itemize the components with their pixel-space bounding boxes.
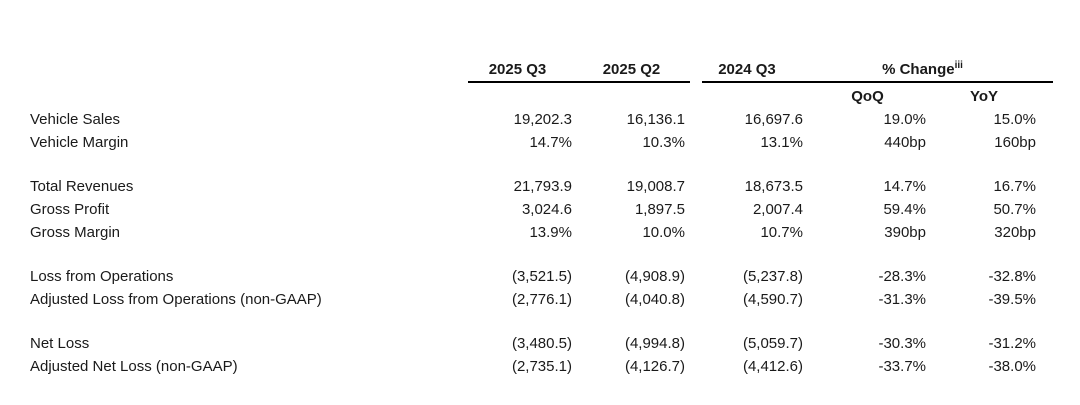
column-header-2024-q3: 2024 Q3 xyxy=(718,61,776,78)
table-body: Vehicle Sales 19,202.3 16,136.1 16,697.6… xyxy=(30,108,1040,378)
value-2024-q3: 2,007.4 xyxy=(752,201,803,218)
table-row: Loss from Operations (3,521.5) (4,908.9)… xyxy=(30,265,1040,288)
value-2025-q3: (2,735.1) xyxy=(511,358,572,375)
value-2025-q2: 19,008.7 xyxy=(626,178,685,195)
value-2025-q2: (4,040.8) xyxy=(624,291,685,308)
row-label: Total Revenues xyxy=(30,178,134,195)
value-change-yoy: -38.0% xyxy=(988,358,1036,375)
value-2025-q3: 3,024.6 xyxy=(521,201,572,218)
table-row: Adjusted Loss from Operations (non-GAAP)… xyxy=(30,288,1040,311)
value-2024-q3: 18,673.5 xyxy=(744,178,803,195)
value-change-qoq: 440bp xyxy=(884,134,926,151)
value-2025-q2: (4,994.8) xyxy=(624,335,685,352)
footnote-superscript: iii xyxy=(954,60,963,71)
value-change-yoy: -39.5% xyxy=(988,291,1036,308)
value-2024-q3: (4,590.7) xyxy=(742,291,803,308)
value-2025-q2: (4,908.9) xyxy=(624,268,685,285)
value-2024-q3: (5,237.8) xyxy=(742,268,803,285)
value-2025-q3: 13.9% xyxy=(529,224,572,241)
value-2025-q3: 19,202.3 xyxy=(513,111,572,128)
row-label: Net Loss xyxy=(30,335,90,352)
table-row: Vehicle Sales 19,202.3 16,136.1 16,697.6… xyxy=(30,108,1040,131)
table-row: Gross Profit 3,024.6 1,897.5 2,007.4 59.… xyxy=(30,198,1040,221)
row-label: Adjusted Net Loss (non-GAAP) xyxy=(30,358,238,375)
value-change-qoq: -33.7% xyxy=(878,358,926,375)
row-label: Gross Margin xyxy=(30,224,121,241)
column-header-2025-q2: 2025 Q2 xyxy=(602,61,661,78)
value-change-qoq: 59.4% xyxy=(883,201,926,218)
value-2025-q3: (3,480.5) xyxy=(511,335,572,352)
table-header-row: 2025 Q3 2025 Q2 2024 Q3 % Changeiii xyxy=(30,60,1040,80)
value-2025-q3: (2,776.1) xyxy=(511,291,572,308)
value-2025-q3: (3,521.5) xyxy=(511,268,572,285)
column-header-2025-q3: 2025 Q3 xyxy=(488,61,547,78)
value-2025-q2: 10.3% xyxy=(642,134,685,151)
value-change-yoy: 160bp xyxy=(994,134,1036,151)
quarterly-results-table: 2025 Q3 2025 Q2 2024 Q3 % Changeiii QoQ … xyxy=(30,60,1053,378)
value-2025-q2: 16,136.1 xyxy=(626,111,685,128)
value-2025-q2: 1,897.5 xyxy=(634,201,685,218)
value-2025-q3: 14.7% xyxy=(529,134,572,151)
header-underline-prior-and-change xyxy=(702,81,1053,83)
percent-change-label: % Change xyxy=(882,61,955,78)
value-change-qoq: -31.3% xyxy=(878,291,926,308)
row-label: Gross Profit xyxy=(30,201,110,218)
table-row: Adjusted Net Loss (non-GAAP) (2,735.1) (… xyxy=(30,355,1040,378)
value-2024-q3: 16,697.6 xyxy=(744,111,803,128)
value-change-yoy: -32.8% xyxy=(988,268,1036,285)
value-change-qoq: 390bp xyxy=(884,224,926,241)
column-header-yoy: YoY xyxy=(969,88,999,105)
value-change-qoq: -30.3% xyxy=(878,335,926,352)
row-label: Loss from Operations xyxy=(30,268,174,285)
table-row: Net Loss (3,480.5) (4,994.8) (5,059.7) -… xyxy=(30,332,1040,355)
row-label: Vehicle Sales xyxy=(30,111,121,128)
value-change-yoy: 16.7% xyxy=(993,178,1036,195)
value-2025-q2: 10.0% xyxy=(642,224,685,241)
row-label: Vehicle Margin xyxy=(30,134,129,151)
column-header-percent-change: % Changeiii xyxy=(806,60,1039,80)
value-change-yoy: 50.7% xyxy=(993,201,1036,218)
table-row: Vehicle Margin 14.7% 10.3% 13.1% 440bp 1… xyxy=(30,131,1040,154)
value-2024-q3: (5,059.7) xyxy=(742,335,803,352)
row-label: Adjusted Loss from Operations (non-GAAP) xyxy=(30,291,322,308)
value-2025-q3: 21,793.9 xyxy=(513,178,572,195)
value-2025-q2: (4,126.7) xyxy=(624,358,685,375)
table-subheader-row: QoQ YoY xyxy=(30,87,1040,107)
value-change-qoq: 19.0% xyxy=(883,111,926,128)
value-2024-q3: (4,412.6) xyxy=(742,358,803,375)
table-row: Gross Margin 13.9% 10.0% 10.7% 390bp 320… xyxy=(30,221,1040,244)
value-2024-q3: 10.7% xyxy=(760,224,803,241)
column-header-qoq: QoQ xyxy=(851,88,884,105)
value-2024-q3: 13.1% xyxy=(760,134,803,151)
value-change-yoy: 15.0% xyxy=(993,111,1036,128)
value-change-yoy: -31.2% xyxy=(988,335,1036,352)
value-change-yoy: 320bp xyxy=(994,224,1036,241)
table-row: Total Revenues 21,793.9 19,008.7 18,673.… xyxy=(30,175,1040,198)
value-change-qoq: 14.7% xyxy=(883,178,926,195)
value-change-qoq: -28.3% xyxy=(878,268,926,285)
header-underline-current-quarters xyxy=(468,81,690,83)
